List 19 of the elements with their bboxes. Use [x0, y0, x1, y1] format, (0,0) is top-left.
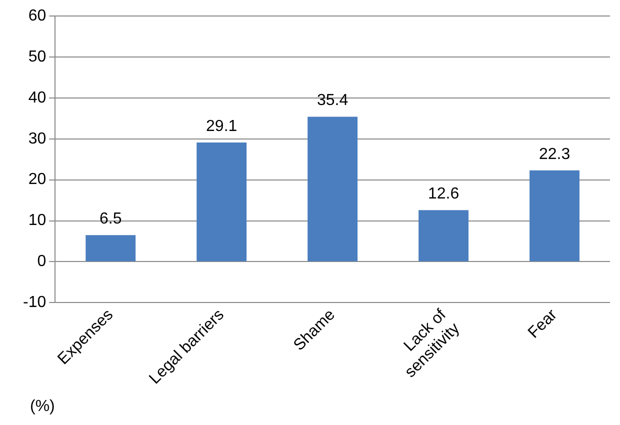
bar	[418, 210, 469, 262]
text: (%)	[30, 398, 55, 416]
y-tick-label: 30	[28, 130, 46, 148]
bar	[196, 142, 247, 262]
y-tick-label: 10	[28, 212, 46, 230]
y-tick-label: 20	[28, 171, 46, 188]
bar	[308, 116, 358, 262]
y-tick-label: 60	[28, 7, 46, 24]
data-label: 22.3	[538, 146, 570, 163]
y-tick-label: 40	[28, 89, 46, 106]
data-label: 29.1	[206, 118, 238, 135]
y-tick-label: 50	[28, 48, 46, 66]
bar	[530, 170, 580, 262]
y-tick-label: 0	[37, 253, 46, 270]
data-label: 35.4	[316, 92, 348, 110]
y-tick-label: -10	[23, 294, 46, 312]
bar	[86, 235, 136, 262]
data-label: 12.6	[428, 186, 460, 203]
data-label: 6.5	[99, 210, 122, 228]
